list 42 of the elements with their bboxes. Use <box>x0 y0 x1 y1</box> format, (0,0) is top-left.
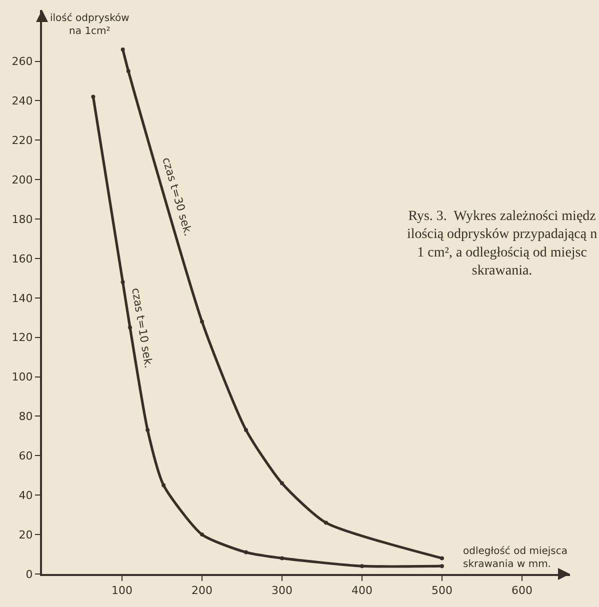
y-tick-label: 40 <box>18 488 33 502</box>
x-tick-label: 600 <box>512 584 532 598</box>
annotation: Rys. 3. Wykres zależności międz ilością odprysków przypadającą n 1 cm², a odległością od miejsc skrawania. <box>407 209 598 279</box>
y-tick-label: 140 <box>12 292 33 305</box>
point <box>440 564 444 568</box>
y-tick-label: 160 <box>12 252 33 266</box>
point <box>120 280 125 284</box>
y-tick-label: 100 <box>12 370 33 384</box>
y-tick-label: 200 <box>12 173 33 186</box>
x-tick-label: 200 <box>192 584 212 598</box>
text: czas t=10 sek. <box>129 286 156 370</box>
x-axis-title: odległość od miejsca skrawania w mm. <box>463 545 568 570</box>
y-tick-label: 120 <box>12 331 33 344</box>
point <box>146 428 150 432</box>
point <box>120 47 125 52</box>
y-tick-label: 20 <box>18 528 33 542</box>
y-tick-label: 260 <box>12 55 33 68</box>
point <box>128 326 132 330</box>
point <box>200 532 204 537</box>
y-tick-label: 80 <box>18 410 33 424</box>
text: czas t=30 sek. <box>160 156 195 238</box>
point <box>200 320 204 324</box>
x-tick-label: 500 <box>432 584 452 598</box>
point <box>360 564 364 568</box>
point <box>91 94 96 99</box>
point <box>162 483 166 488</box>
point <box>244 428 248 432</box>
y-tick-label: 60 <box>18 450 33 463</box>
y-tick-label: 180 <box>12 212 33 226</box>
y-tick-label: 240 <box>12 94 33 108</box>
x-tick-label: 400 <box>352 584 372 598</box>
y-tick-label: 220 <box>12 134 33 147</box>
x-tick-label: 100 <box>112 584 132 598</box>
x-tick-label: 300 <box>272 584 292 598</box>
point <box>440 556 444 560</box>
point <box>126 69 130 74</box>
point <box>280 481 284 486</box>
y-axis-title: ilość odprysków na 1cm² <box>50 12 130 37</box>
point <box>324 520 328 525</box>
point <box>244 550 248 554</box>
y-tick-label: 0 <box>26 568 33 581</box>
point <box>280 556 284 560</box>
